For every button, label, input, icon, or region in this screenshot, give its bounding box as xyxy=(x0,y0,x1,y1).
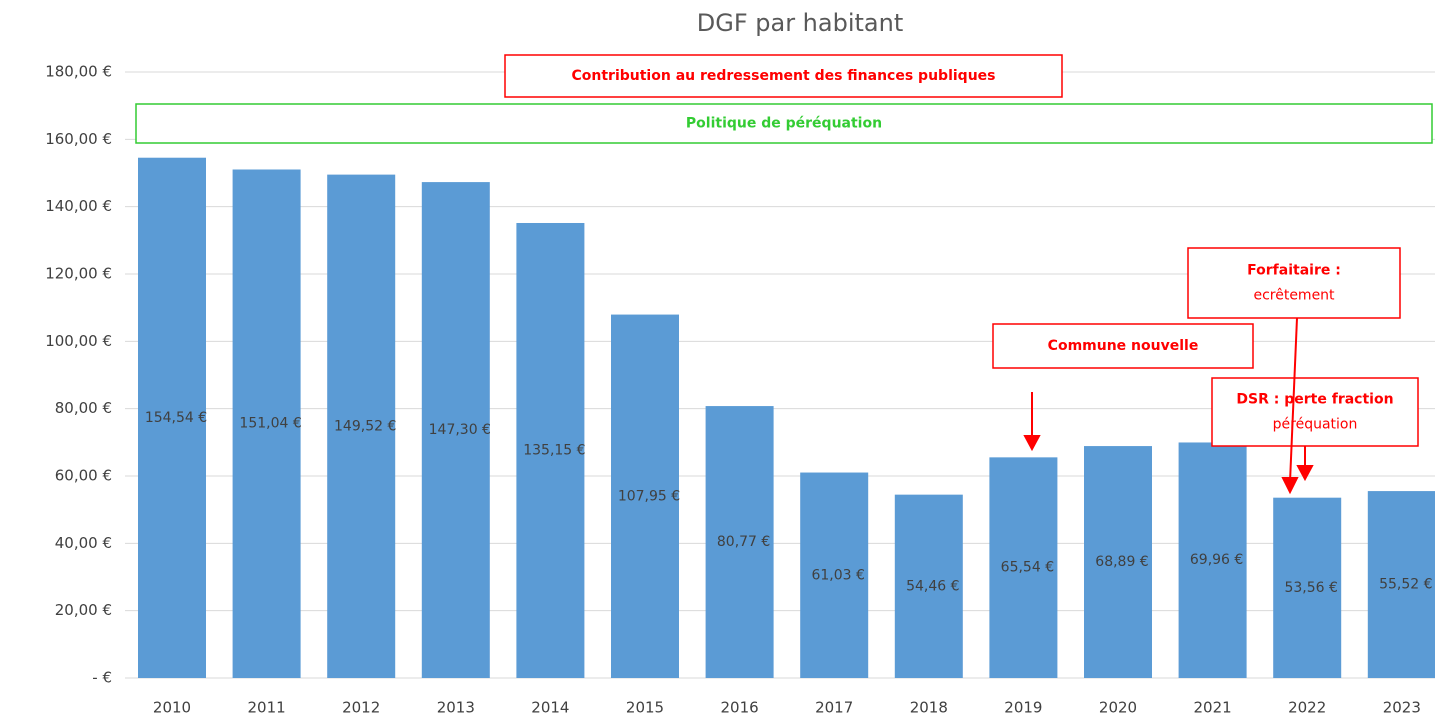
annotation-text: péréquation xyxy=(1273,417,1358,433)
annotation-text: Politique de péréquation xyxy=(686,116,882,132)
data-label: 149,52 € xyxy=(334,418,396,434)
y-tick-label: 180,00 € xyxy=(45,63,112,81)
data-label: 151,04 € xyxy=(239,416,301,432)
x-tick-label: 2016 xyxy=(721,699,759,717)
bar xyxy=(138,157,206,678)
x-tick-label: 2011 xyxy=(248,699,286,717)
x-tick-label: 2022 xyxy=(1288,699,1326,717)
arrows xyxy=(1023,317,1314,495)
data-label: 69,96 € xyxy=(1190,552,1243,568)
x-tick-label: 2020 xyxy=(1099,699,1137,717)
bar xyxy=(800,472,869,678)
y-tick-label: 100,00 € xyxy=(45,332,112,350)
data-label: 68,89 € xyxy=(1095,554,1148,570)
y-tick-label: 160,00 € xyxy=(45,130,112,148)
bar xyxy=(894,494,963,678)
annotation-text: ecrêtement xyxy=(1253,288,1335,304)
y-tick-label: 80,00 € xyxy=(55,399,112,417)
annotation-box xyxy=(135,103,1433,144)
y-tick-label: 120,00 € xyxy=(45,265,112,283)
data-label: 55,52 € xyxy=(1379,577,1432,593)
y-tick-label: 60,00 € xyxy=(55,467,112,485)
x-tick-label: 2012 xyxy=(342,699,380,717)
bar xyxy=(1273,497,1342,678)
x-tick-label: 2021 xyxy=(1194,699,1232,717)
data-label: 107,95 € xyxy=(618,488,680,504)
data-label: 147,30 € xyxy=(429,422,491,438)
annotation-text: Commune nouvelle xyxy=(1048,338,1199,354)
bar xyxy=(989,457,1058,678)
x-tick-label: 2010 xyxy=(153,699,191,717)
arrow xyxy=(1289,317,1298,483)
data-label: 135,15 € xyxy=(523,442,585,458)
annotation-box xyxy=(1187,247,1401,319)
x-tick-label: 2013 xyxy=(437,699,475,717)
annotation-box xyxy=(992,323,1254,369)
data-label: 65,54 € xyxy=(1001,560,1054,576)
arrow-head xyxy=(1023,435,1041,452)
bar xyxy=(1178,442,1247,678)
bar xyxy=(421,182,490,678)
chart-title: DGF par habitant xyxy=(697,9,904,37)
annotation-box xyxy=(504,54,1063,98)
y-tick-label: 20,00 € xyxy=(55,601,112,619)
annotation-text: Forfaitaire : xyxy=(1247,263,1341,279)
arrow-head xyxy=(1296,465,1314,482)
annotation-box xyxy=(1211,377,1419,447)
x-tick-label: 2015 xyxy=(626,699,664,717)
arrow-head xyxy=(1281,477,1299,495)
annotation-text: DSR : perte fraction xyxy=(1236,392,1393,408)
bar xyxy=(232,169,301,679)
y-tick-label: 40,00 € xyxy=(55,534,112,552)
bar xyxy=(1367,491,1435,678)
data-label: 80,77 € xyxy=(717,534,770,550)
x-tick-label: 2023 xyxy=(1383,699,1421,717)
x-tick-label: 2018 xyxy=(910,699,948,717)
x-tick-label: 2014 xyxy=(531,699,569,717)
data-label: 53,56 € xyxy=(1284,580,1337,596)
data-label: 154,54 € xyxy=(145,410,207,426)
data-label: 54,46 € xyxy=(906,578,959,594)
bar xyxy=(705,406,774,678)
bar xyxy=(516,222,585,678)
x-tick-label: 2019 xyxy=(1004,699,1042,717)
bar xyxy=(327,174,396,678)
y-tick-label: 140,00 € xyxy=(45,197,112,215)
x-tick-label: 2017 xyxy=(815,699,853,717)
bar xyxy=(1084,446,1152,678)
bar xyxy=(611,314,679,678)
annotation-text: Contribution au redressement des finance… xyxy=(572,68,996,84)
data-label: 61,03 € xyxy=(811,567,864,583)
y-tick-label: - € xyxy=(92,669,112,687)
